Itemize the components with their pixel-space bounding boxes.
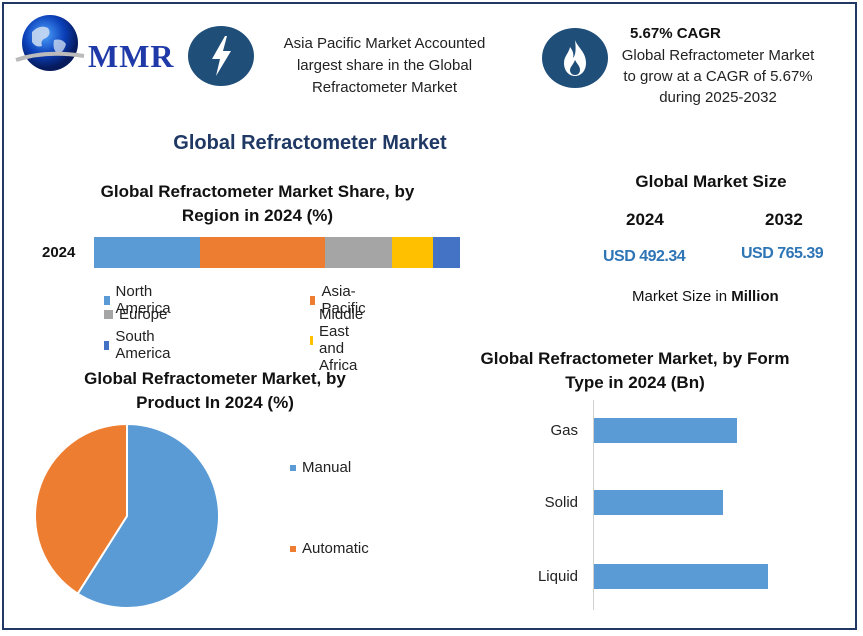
legend-item-middle-east-and-africa: Middle East and Africa: [310, 306, 369, 374]
legend-item-south-america: South America: [104, 328, 174, 362]
pie-slice-automatic: [34, 422, 128, 596]
blurb2-line2: to grow at a CAGR of 5.67%: [623, 68, 813, 85]
market-size-value2: USD 765.39: [741, 245, 824, 262]
blurb2-line3: during 2025-2032: [659, 89, 777, 106]
legend-item-asia-pacific: Asia-Pacific: [310, 283, 369, 317]
blurb1-line1: Asia Pacific Market Accounted: [283, 35, 486, 52]
lightning-badge: [188, 26, 254, 86]
legend-swatch: [104, 340, 110, 350]
legend-item-north-america: North America: [104, 283, 174, 317]
market-size-value1: USD 492.34: [603, 248, 686, 265]
flame-badge: [542, 28, 608, 88]
blurb1-line3: Refractometer Market: [311, 79, 458, 96]
main-title: Global Refractometer Market: [173, 132, 447, 154]
legend-label: Asia-Pacific: [321, 283, 366, 317]
region-segment-north-america: [94, 237, 201, 268]
legend-label: Europe: [119, 306, 168, 323]
region-year-label: 2024: [42, 244, 76, 261]
legend-label: Middle East and Africa: [319, 306, 364, 374]
product-pie-chart: [34, 422, 220, 609]
cagr-title: 5.67% CAGR: [630, 25, 721, 42]
flame-icon: [564, 40, 586, 76]
form-label-gas: Gas: [550, 422, 578, 439]
legend-swatch: [310, 295, 316, 305]
infographic-frame: [2, 2, 857, 630]
region-segment-middle-east-and-africa: [392, 237, 433, 268]
logo: MMR: [10, 10, 175, 80]
region-segment-europe: [324, 237, 393, 268]
market-size-year1: 2024: [626, 210, 664, 229]
legend-swatch: [310, 335, 314, 345]
form-label-solid: Solid: [544, 494, 578, 511]
form-bar-solid: [594, 490, 723, 515]
market-size-year2: 2032: [765, 210, 803, 229]
legend-swatch: [104, 295, 110, 305]
market-size-note-unit: Million: [731, 288, 779, 305]
region-chart-title: Global Refractometer Market Share, by Re…: [100, 182, 415, 225]
blurb1-line2: largest share in the Global: [296, 57, 473, 74]
region-segment-south-america: [432, 237, 460, 268]
market-size-note: Market Size in Million: [632, 288, 779, 305]
pie-legend-label: Manual: [302, 459, 352, 476]
logo-text: MMR: [88, 38, 175, 74]
market-size-note-prefix: Market Size in: [632, 288, 732, 305]
region-stacked-bar: [94, 237, 460, 268]
lightning-icon: [212, 36, 231, 76]
form-axis-line: [593, 400, 594, 610]
asia-pacific-blurb: Asia Pacific Market Accounted largest sh…: [262, 33, 507, 99]
legend-swatch: [104, 310, 113, 319]
pie-legend-label: Automatic: [302, 540, 369, 557]
market-size-title: Global Market Size: [635, 172, 787, 191]
globe-icon: [15, 15, 85, 71]
product-chart-title: Global Refractometer Market, by Product …: [84, 369, 346, 412]
pie-legend-manual: Manual: [290, 459, 351, 476]
region-segment-asia-pacific: [200, 237, 325, 268]
pie-legend-swatch: [290, 545, 296, 552]
pie-legend-automatic: Automatic: [290, 540, 369, 557]
blurb2-line1: Global Refractometer Market: [621, 47, 815, 64]
form-chart-title: Global Refractometer Market, by Form Typ…: [480, 349, 790, 392]
cagr-blurb: Global Refractometer Market to grow at a…: [612, 45, 824, 108]
legend-label: North America: [115, 283, 171, 317]
form-label-liquid: Liquid: [537, 568, 578, 585]
pie-legend-swatch: [290, 464, 296, 471]
legend-label: South America: [115, 328, 171, 362]
pie-slice-manual: [76, 422, 220, 609]
form-bar-gas: [594, 418, 737, 443]
legend-item-europe: Europe: [104, 306, 167, 323]
form-bar-liquid: [594, 564, 768, 589]
